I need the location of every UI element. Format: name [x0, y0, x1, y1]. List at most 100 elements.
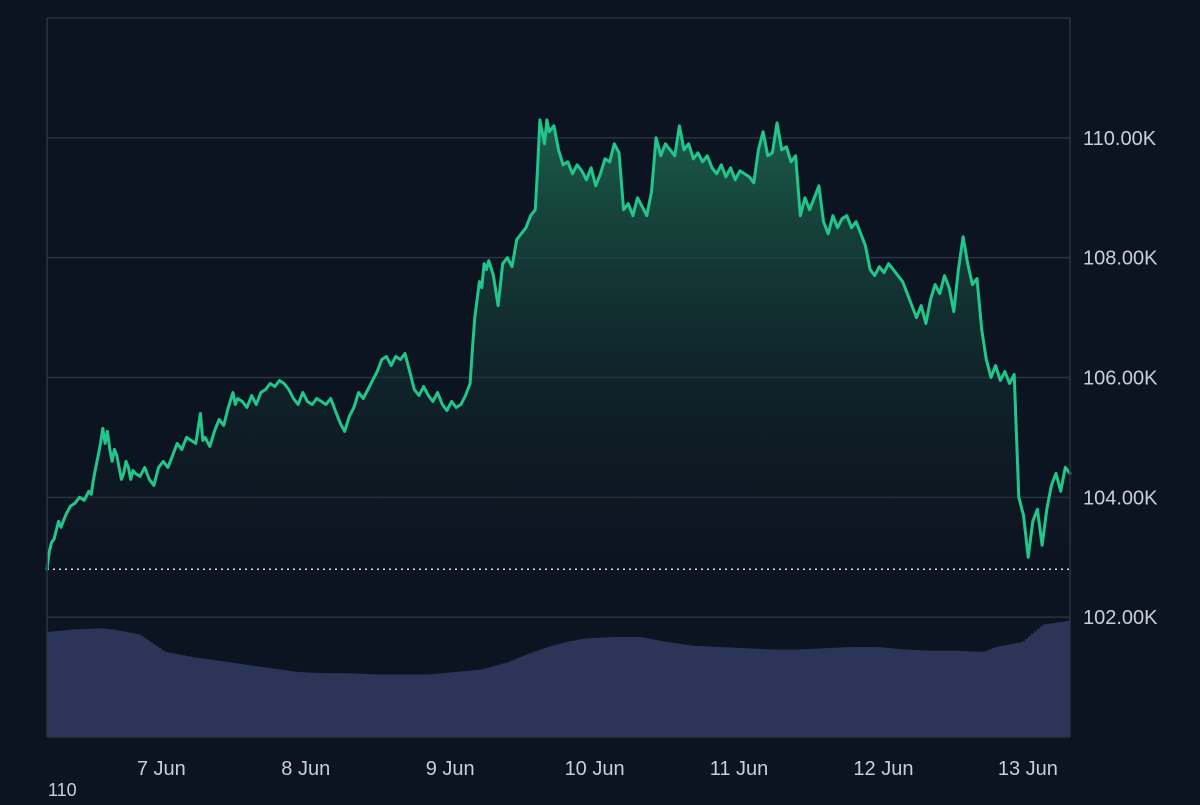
- volume-bar: [1066, 620, 1071, 737]
- volume-bar: [492, 666, 496, 737]
- x-tick-label: 13 Jun: [998, 758, 1058, 780]
- volume-bar: [1015, 642, 1020, 737]
- volume-bar: [826, 648, 830, 737]
- volume-bar: [453, 672, 457, 737]
- volume-bar: [305, 672, 310, 737]
- volume-bar: [573, 640, 577, 737]
- volume-bar: [970, 651, 975, 737]
- volume-bar: [80, 629, 84, 737]
- volume-bar: [654, 640, 659, 737]
- y-tick-label: 104.00K: [1083, 487, 1158, 509]
- volume-bar: [89, 628, 93, 737]
- volume-bar: [982, 651, 987, 737]
- volume-bar: [155, 646, 159, 737]
- volume-bar: [585, 638, 589, 737]
- volume-bar: [383, 674, 388, 737]
- volume-bar: [675, 643, 680, 737]
- x-tick-label: 12 Jun: [853, 758, 913, 780]
- volume-bar: [414, 674, 418, 737]
- volume-bar: [633, 637, 638, 737]
- area-layer: [47, 119, 1070, 570]
- volume-bar: [657, 640, 662, 737]
- volume-bar: [555, 644, 559, 737]
- volume-bar: [955, 650, 960, 737]
- volume-bar: [377, 674, 382, 737]
- volume-bar: [850, 647, 854, 737]
- volume-bar: [1000, 645, 1005, 737]
- volume-bar: [432, 674, 436, 737]
- volume-bar: [173, 653, 177, 737]
- volume-bar: [603, 637, 608, 737]
- volume-bar: [666, 642, 671, 737]
- volume-bar: [408, 674, 412, 737]
- volume-bar: [374, 674, 379, 737]
- volume-bar: [230, 662, 234, 737]
- volume-bar: [720, 647, 725, 737]
- volume-bar: [441, 673, 445, 737]
- volume-bar: [546, 646, 550, 737]
- volume-bar: [811, 648, 815, 737]
- volume-bar: [582, 638, 586, 737]
- volume-bar: [194, 657, 198, 737]
- volume-bar: [1030, 633, 1035, 737]
- volume-bar: [320, 673, 325, 737]
- volume-bar: [329, 673, 334, 737]
- volume-bar: [726, 647, 731, 737]
- volume-bar: [645, 638, 650, 737]
- volume-bar: [1006, 644, 1011, 737]
- volume-bar: [552, 645, 556, 737]
- volume-bar: [182, 655, 186, 737]
- volume-bar: [868, 647, 872, 737]
- volume-bar: [344, 673, 349, 737]
- volume-bar: [874, 647, 878, 737]
- volume-bar: [227, 662, 231, 737]
- volume-bar: [137, 634, 141, 737]
- volume-bar: [997, 646, 1002, 737]
- y-axis-ticks: 102.00K 104.00K 106.00K 108.00K 110.00K: [1083, 128, 1158, 629]
- volume-bar: [290, 671, 295, 737]
- volume-bar: [158, 648, 162, 737]
- volume-bar: [152, 644, 156, 737]
- volume-bar: [763, 649, 767, 737]
- volume-bar: [766, 649, 770, 737]
- volume-bar: [790, 649, 794, 737]
- volume-bar: [787, 649, 791, 737]
- volume-bar: [128, 632, 132, 737]
- volume-bar: [952, 650, 957, 737]
- x-tick-label: 10 Jun: [565, 758, 625, 780]
- volume-bar: [814, 648, 818, 737]
- volume-bar: [185, 656, 189, 737]
- volume-bar: [525, 654, 529, 737]
- volume-bar: [841, 647, 845, 737]
- volume-bar: [371, 674, 376, 737]
- volume-bar: [1024, 638, 1029, 737]
- volume-bar: [224, 661, 228, 737]
- volume-bar: [708, 646, 713, 737]
- volume-bar: [489, 667, 493, 737]
- volume-bar: [784, 649, 788, 737]
- volume-bar: [567, 641, 571, 737]
- volume-bar: [853, 647, 857, 737]
- x-tick-label: 7 Jun: [137, 758, 186, 780]
- volume-bar: [904, 649, 908, 737]
- price-area: [47, 119, 1070, 570]
- volume-bar: [438, 673, 442, 737]
- volume-bar: [730, 647, 734, 737]
- volume-bar: [723, 647, 728, 737]
- volume-bar: [188, 656, 192, 737]
- volume-bar: [1063, 621, 1068, 737]
- volume-bar: [251, 665, 256, 737]
- volume-bar: [131, 633, 135, 737]
- volume-bar: [600, 637, 605, 737]
- volume-bar: [50, 631, 54, 737]
- volume-bar: [642, 637, 647, 737]
- volume-bar: [817, 648, 821, 737]
- volume-bar: [696, 646, 701, 737]
- volume-bar: [931, 650, 936, 737]
- volume-bar: [480, 669, 484, 737]
- volume-bar: [973, 651, 978, 737]
- volume-bar: [101, 628, 105, 737]
- volume-bar: [143, 638, 147, 737]
- volume-bar: [245, 664, 249, 737]
